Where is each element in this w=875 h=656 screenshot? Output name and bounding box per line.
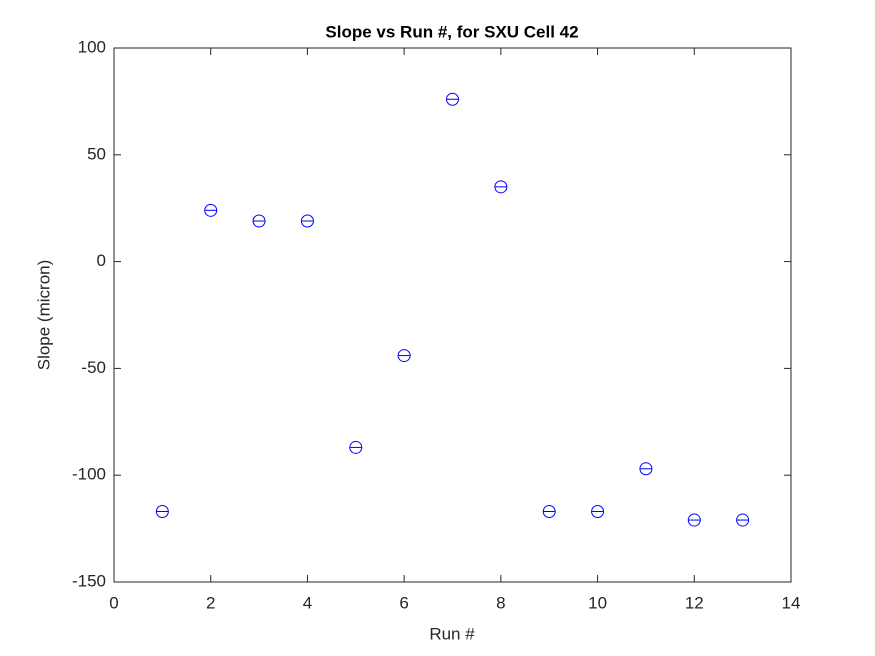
- x-tick-label: 14: [782, 593, 801, 612]
- y-tick-label: 0: [97, 251, 106, 270]
- chart-title: Slope vs Run #, for SXU Cell 42: [325, 22, 578, 41]
- marker: [446, 92, 459, 106]
- marker: [639, 462, 653, 476]
- y-axis-label: Slope (micron): [34, 260, 53, 371]
- marker: [252, 214, 266, 228]
- marker: [397, 349, 411, 363]
- x-tick-label: 0: [109, 593, 118, 612]
- x-tick-label: 2: [206, 593, 215, 612]
- y-tick-label: 50: [87, 144, 106, 163]
- marker: [204, 203, 218, 217]
- marker: [300, 214, 314, 228]
- marker: [687, 513, 701, 527]
- y-tick-label: -50: [81, 358, 106, 377]
- marker: [542, 505, 556, 519]
- x-tick-label: 10: [588, 593, 607, 612]
- x-axis-label: Run #: [429, 624, 475, 643]
- marker: [155, 505, 169, 519]
- marker: [494, 180, 508, 194]
- x-tick-label: 8: [496, 593, 505, 612]
- x-tick-label: 4: [303, 593, 312, 612]
- y-tick-label: -100: [72, 465, 106, 484]
- x-tick-label: 6: [399, 593, 408, 612]
- plot-area: [113, 47, 792, 583]
- y-tick-label: 100: [78, 37, 106, 56]
- marker: [349, 440, 363, 454]
- marker: [736, 513, 750, 527]
- x-tick-label: 12: [685, 593, 704, 612]
- y-tick-label: -150: [72, 571, 106, 590]
- marker: [591, 505, 605, 519]
